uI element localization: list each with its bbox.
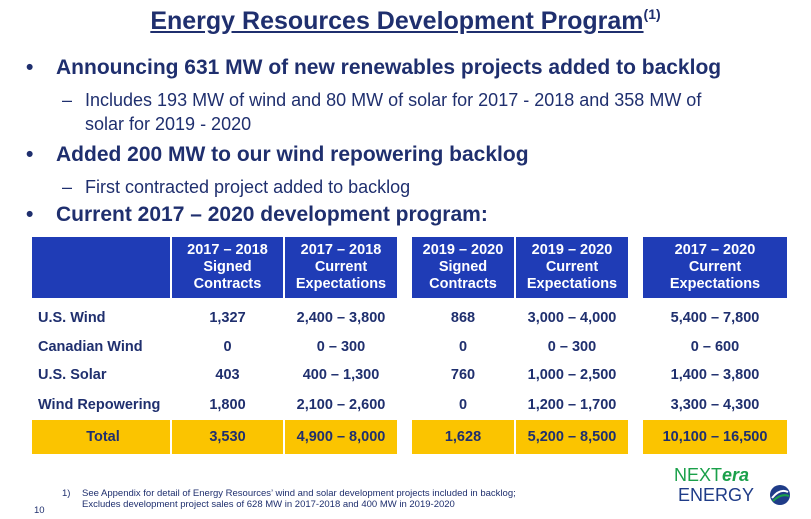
footnote-line-1: See Appendix for detail of Energy Resour… xyxy=(82,488,516,499)
table-cell: 1,400 – 3,800 xyxy=(670,367,760,383)
total-cell: 10,100 – 16,500 xyxy=(662,429,768,445)
table-cell: 0 – 300 xyxy=(316,339,366,355)
table-cell: 3,300 – 4,300 xyxy=(670,397,760,413)
header-col-3: 2019 – 2020 Signed Contracts xyxy=(412,237,514,298)
table-cell: 1,000 – 2,500 xyxy=(527,367,617,383)
logo-wordmark-bottom: ENERGY xyxy=(678,485,755,505)
table-cell: 1,327 xyxy=(209,310,246,326)
page-number: 10 xyxy=(34,505,45,516)
table-cell: 0 – 600 xyxy=(690,339,740,355)
bullet-2-text: Added 200 MW to our wind repowering back… xyxy=(56,143,529,166)
table-cell: 403 xyxy=(215,367,240,383)
logo-wordmark-top: NEXTera xyxy=(674,465,750,485)
table-cell: 5,400 – 7,800 xyxy=(670,310,760,326)
header-col-5: 2017 – 2020 Current Expectations xyxy=(643,237,787,298)
bullet-marker: • xyxy=(26,56,34,79)
table-cell: 2,100 – 2,600 xyxy=(296,397,386,413)
table-cell: 2,400 – 3,800 xyxy=(296,310,386,326)
header-col-4: 2019 – 2020 Current Expectations xyxy=(516,237,628,298)
dash-marker: – xyxy=(62,90,73,110)
sub-bullet-1-line-1: Includes 193 MW of wind and 80 MW of sol… xyxy=(85,90,702,110)
title-footnote-marker: (1) xyxy=(643,6,661,22)
footnote-number: 1) xyxy=(62,488,71,499)
total-bar-segment xyxy=(516,420,628,454)
footnote-line-2: Excludes development project sales of 62… xyxy=(82,499,455,510)
total-bar-segment xyxy=(643,420,787,454)
row-label: Wind Repowering xyxy=(38,397,161,413)
total-bar-segment xyxy=(32,420,170,454)
logo-swoosh-icon xyxy=(770,485,790,505)
dash-marker: – xyxy=(62,177,73,197)
table-cell: 760 xyxy=(450,367,476,383)
table-cell: 0 xyxy=(223,339,232,355)
header-col-2: 2017 – 2018 Current Expectations xyxy=(285,237,397,298)
sub-bullet-2-text: First contracted project added to backlo… xyxy=(85,177,411,197)
total-bar-segment xyxy=(412,420,514,454)
total-cell: 4,900 – 8,000 xyxy=(296,429,386,445)
bullet-3-text: Current 2017 – 2020 development program: xyxy=(56,203,488,226)
table-cell: 0 xyxy=(458,339,468,355)
row-label: U.S. Wind xyxy=(38,310,106,326)
table-cell: 868 xyxy=(450,310,476,326)
total-cell: 3,530 xyxy=(209,429,246,445)
header-empty-cell xyxy=(32,237,170,298)
total-bar-segment xyxy=(285,420,397,454)
bullet-1-text: Announcing 631 MW of new renewables proj… xyxy=(56,56,722,79)
table-cell: 0 xyxy=(458,397,468,413)
table-cell: 1,800 xyxy=(209,397,246,413)
slide-title-text: Energy Resources Development Program xyxy=(150,7,644,35)
sub-bullet-1-line-2: solar for 2019 - 2020 xyxy=(85,114,252,134)
bullet-marker: • xyxy=(26,203,34,226)
bullet-marker: • xyxy=(26,143,34,166)
table-cell: 0 – 300 xyxy=(547,339,597,355)
row-label: Canadian Wind xyxy=(38,339,143,355)
total-cell: 1,628 xyxy=(444,429,482,445)
total-label: Total xyxy=(86,429,120,445)
table-cell: 3,000 – 4,000 xyxy=(527,310,617,326)
slide-title: Energy Resources Development Program(1) xyxy=(0,6,811,36)
header-col-1: 2017 – 2018 Signed Contracts xyxy=(172,237,283,298)
table-cell: 400 – 1,300 xyxy=(302,367,380,383)
development-program-table: 2017 – 2018 Signed Contracts 2017 – 2018 Cu… xyxy=(32,237,787,457)
total-cell: 5,200 – 8,500 xyxy=(527,429,617,445)
table-cell: 1,200 – 1,700 xyxy=(527,397,617,413)
row-label: U.S. Solar xyxy=(38,367,107,383)
total-bar-segment xyxy=(172,420,283,454)
nextera-energy-logo: NEXTera ENERGY xyxy=(674,465,794,515)
